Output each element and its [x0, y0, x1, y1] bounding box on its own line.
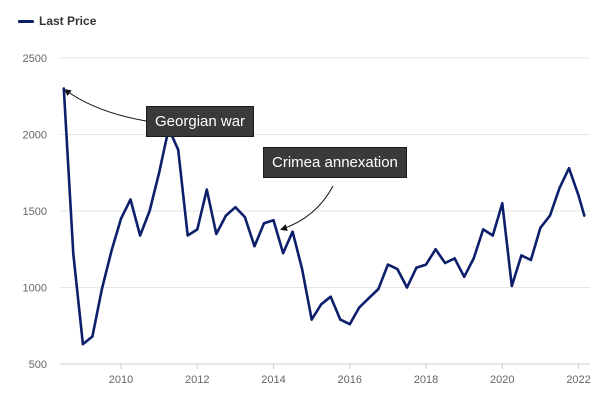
- data-point: [91, 335, 94, 338]
- y-tick-label: 1500: [23, 206, 47, 218]
- data-point: [243, 215, 247, 219]
- x-tick-label: 2022: [566, 374, 590, 386]
- x-tick-label: 2012: [185, 374, 209, 386]
- data-point: [100, 287, 104, 291]
- data-point: [281, 251, 285, 255]
- data-point: [558, 186, 561, 190]
- data-point: [358, 306, 361, 309]
- data-point: [386, 263, 390, 266]
- data-point: [81, 342, 85, 346]
- legend[interactable]: Last Price: [18, 14, 96, 28]
- data-point: [310, 318, 313, 321]
- data-point: [453, 257, 456, 260]
- data-point: [396, 267, 399, 271]
- data-point: [215, 232, 218, 236]
- y-tick-label: 500: [29, 359, 47, 371]
- data-point: [577, 194, 580, 197]
- data-point: [567, 166, 571, 170]
- data-point: [224, 214, 228, 217]
- data-point: [186, 234, 189, 237]
- data-point: [491, 234, 494, 237]
- data-point: [129, 198, 132, 201]
- data-point: [434, 248, 437, 251]
- data-point: [291, 230, 294, 233]
- x-axis-ticks: 2010 2012 2014 2016 2018 2020 2022: [109, 364, 591, 386]
- data-point: [510, 284, 514, 288]
- data-point: [405, 286, 409, 289]
- annotation-crimea-annexation: Crimea annexation: [263, 147, 407, 178]
- data-point: [424, 263, 428, 266]
- data-point: [148, 209, 151, 213]
- data-point: [110, 249, 113, 252]
- data-point: [319, 303, 323, 306]
- annotation-georgian-war: Georgian war: [146, 106, 255, 137]
- data-point: [583, 214, 586, 217]
- data-point: [253, 244, 256, 248]
- data-point: [462, 275, 466, 278]
- data-point: [520, 254, 523, 257]
- data-point: [234, 205, 237, 209]
- data-point: [138, 234, 142, 237]
- data-point: [415, 266, 418, 269]
- data-point: [157, 171, 161, 174]
- series-line-last-price: [62, 87, 586, 346]
- y-tick-label: 2500: [23, 53, 47, 65]
- data-point: [539, 226, 542, 230]
- data-point: [367, 297, 371, 300]
- data-point: [443, 261, 447, 265]
- x-tick-label: 2016: [338, 374, 362, 386]
- data-point: [72, 252, 75, 256]
- data-point: [472, 257, 475, 260]
- data-point: [501, 202, 504, 205]
- series-points: [62, 87, 586, 346]
- data-point: [300, 267, 304, 271]
- data-point: [119, 217, 123, 220]
- legend-label: Last Price: [39, 14, 97, 28]
- data-point: [348, 323, 351, 326]
- y-axis-ticks: 2500 2000 1500 1000 500: [23, 53, 47, 371]
- x-tick-label: 2014: [261, 374, 285, 386]
- data-point: [377, 287, 380, 291]
- x-tick-label: 2018: [414, 374, 438, 386]
- data-point: [262, 222, 266, 225]
- y-tick-label: 1000: [23, 283, 47, 295]
- legend-swatch: [18, 19, 34, 23]
- data-point: [548, 214, 552, 217]
- data-point: [529, 258, 533, 262]
- annotation-arrow-georgian-war: [63, 89, 147, 122]
- data-point: [329, 295, 332, 298]
- data-point: [482, 228, 485, 231]
- data-point: [196, 228, 199, 231]
- data-point: [272, 218, 275, 222]
- x-tick-label: 2020: [490, 374, 514, 386]
- data-point: [339, 318, 342, 321]
- data-point: [62, 87, 66, 90]
- data-point: [177, 148, 180, 151]
- y-tick-label: 2000: [23, 130, 47, 142]
- x-tick-label: 2010: [109, 374, 133, 386]
- data-point: [205, 188, 208, 191]
- annotation-arrows: [63, 89, 334, 231]
- annotation-arrow-crimea-annexation: [280, 185, 334, 231]
